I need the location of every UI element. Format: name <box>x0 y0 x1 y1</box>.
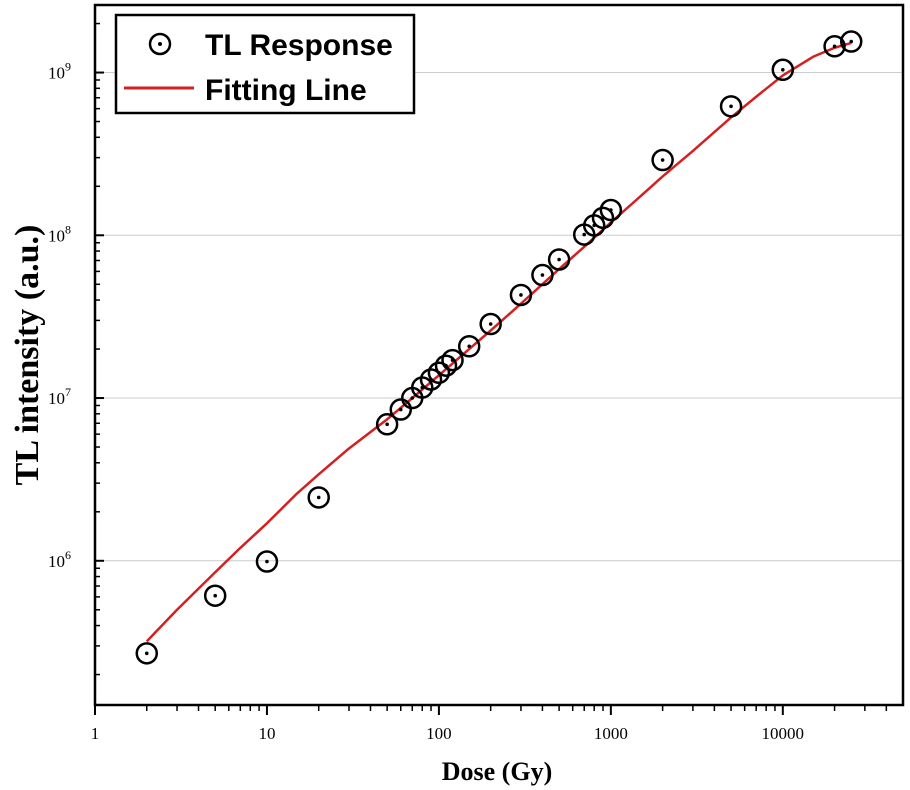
data-point-ring <box>255 550 279 573</box>
data-point-dot <box>660 158 665 162</box>
y-tick-label: 107 <box>48 385 71 408</box>
data-point-dot <box>467 344 471 349</box>
fitting-line <box>145 41 852 643</box>
y-tick-label: 109 <box>48 60 71 83</box>
data-point-ring <box>823 35 846 58</box>
data-point <box>839 30 863 53</box>
data-point-ring <box>434 354 458 377</box>
y-tick-label: 106 <box>48 548 71 571</box>
legend-marker-dot <box>158 42 162 46</box>
data-point-dot <box>519 293 523 297</box>
data-point-ring <box>771 58 795 82</box>
data-point-dot <box>316 495 321 500</box>
data-point-ring <box>599 198 623 222</box>
data-point-dot <box>265 559 269 564</box>
data-point-ring <box>531 263 554 287</box>
data-point <box>457 335 481 358</box>
data-point-dot <box>557 257 561 262</box>
data-point <box>651 148 674 172</box>
data-point <box>441 348 464 372</box>
legend-marker-circle-icon <box>148 32 172 56</box>
x-tick-label: 10 <box>258 724 275 743</box>
data-point-dot <box>450 358 455 362</box>
data-point <box>509 283 533 307</box>
data-point <box>135 642 159 665</box>
data-point <box>823 35 846 58</box>
data-point-dot <box>849 39 854 44</box>
data-point <box>771 58 795 82</box>
data-point-ring <box>839 30 863 53</box>
data-point-dot <box>398 407 403 412</box>
legend: TL Response Fitting Line <box>114 13 416 115</box>
data-point-ring <box>479 312 502 336</box>
data-point-ring <box>441 348 464 372</box>
x-tick-label: 1000 <box>594 724 628 743</box>
data-point-dot <box>609 208 613 212</box>
data-point-ring <box>389 398 413 421</box>
data-point-dot <box>832 44 837 49</box>
legend-label-fitting-line: Fitting Line <box>205 74 367 107</box>
data-point-dot <box>729 104 733 109</box>
data-point-ring <box>591 206 615 230</box>
data-point-ring <box>509 283 533 307</box>
x-tick-labels: 1 10 100 1000 10000 <box>91 724 804 743</box>
x-tick-label: 10000 <box>762 724 805 743</box>
data-point-dot <box>781 67 785 72</box>
data-point <box>531 263 554 287</box>
data-point-ring <box>457 335 481 358</box>
y-axis-title: TL intensity (a.u.) <box>9 225 46 486</box>
data-point-dot <box>144 651 149 656</box>
data-point <box>307 486 330 509</box>
x-tick-label: 1 <box>91 724 100 743</box>
data-point-dot <box>488 322 493 326</box>
data-point <box>389 398 413 421</box>
data-point-ring <box>719 95 743 118</box>
data-point-dot <box>410 396 415 400</box>
data-point <box>599 198 623 222</box>
fit-line-layer <box>145 41 852 643</box>
y-tick-labels: 106 107 108 109 <box>48 60 71 571</box>
data-point-dot <box>540 273 545 277</box>
data-point <box>255 550 279 573</box>
y-tick-label: 108 <box>48 222 71 245</box>
data-point-ring <box>307 486 330 509</box>
axis-ticks <box>94 22 888 715</box>
data-point <box>479 312 502 336</box>
legend-box <box>114 13 416 115</box>
data-point-ring <box>135 642 159 665</box>
data-point-ring <box>427 361 451 385</box>
data-point <box>547 248 571 271</box>
data-point-dot <box>582 232 587 237</box>
data-point-ring <box>651 148 674 172</box>
data-point <box>719 95 743 118</box>
x-axis-title: Dose (Gy) <box>442 757 552 786</box>
legend-entry-fitting-line: Fitting Line <box>124 74 367 107</box>
data-point-ring <box>203 584 227 607</box>
data-point-ring <box>547 248 571 271</box>
x-tick-label: 100 <box>426 724 452 743</box>
data-point-ring <box>419 368 443 391</box>
data-point-dot <box>213 593 217 598</box>
data-point <box>203 584 227 607</box>
data-point <box>375 413 399 436</box>
data-point-dot <box>385 422 389 427</box>
data-point-ring <box>375 413 399 436</box>
legend-label-tl-response: TL Response <box>205 29 393 62</box>
legend-entry-tl-response: TL Response <box>148 29 393 62</box>
data-points <box>135 30 863 665</box>
plot-frame <box>93 3 905 707</box>
